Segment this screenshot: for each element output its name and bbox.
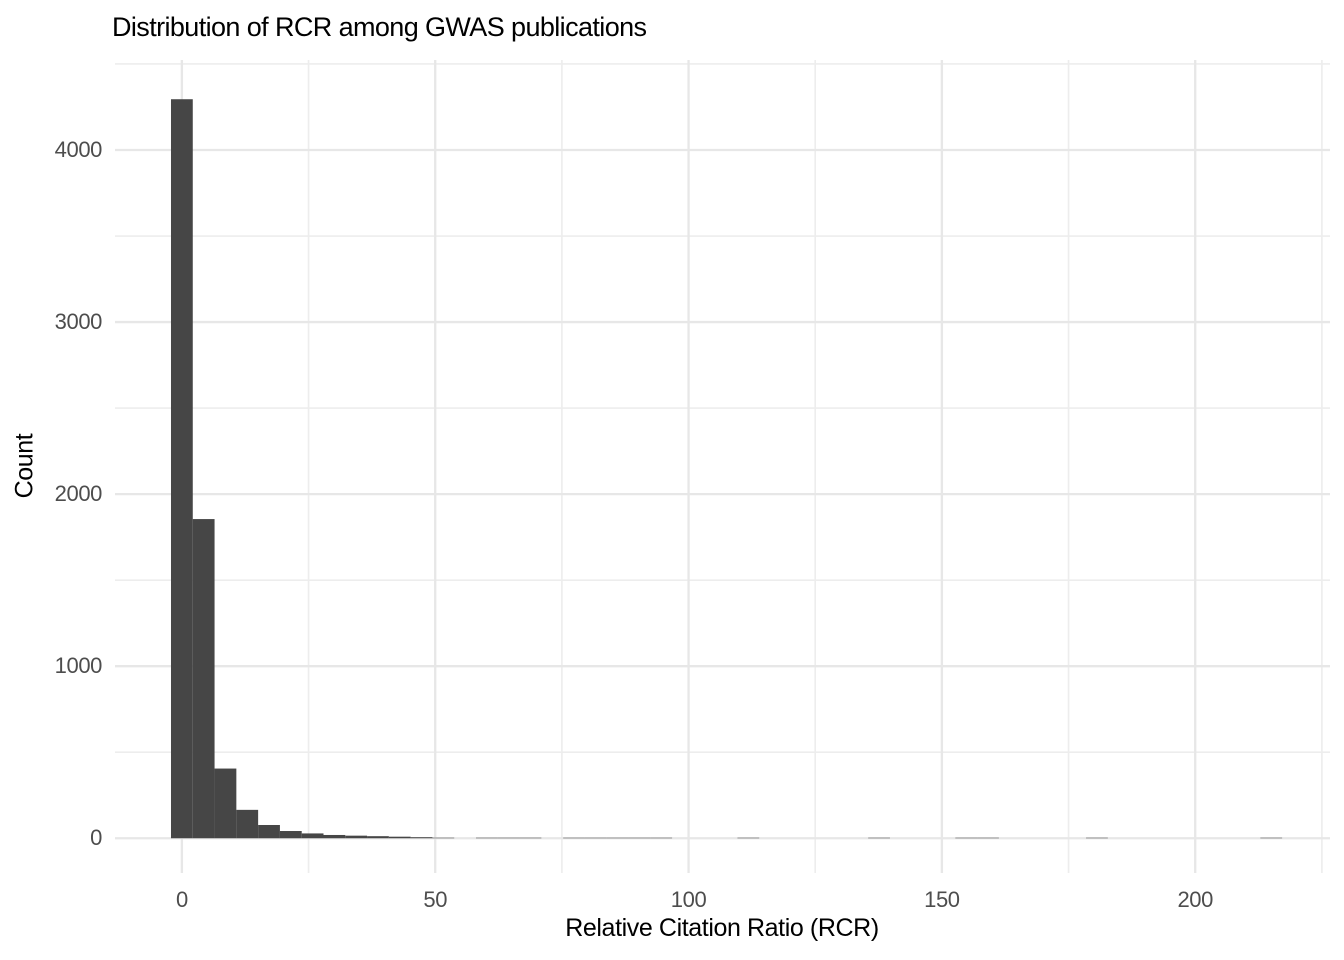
histogram-bar: [432, 837, 455, 839]
histogram-bar: [977, 837, 999, 839]
histogram-bar: [323, 834, 346, 839]
histogram-bar: [584, 837, 607, 839]
histogram-bar: [737, 837, 760, 839]
histogram-bar: [345, 835, 368, 839]
histogram-bar: [650, 837, 673, 839]
histogram-bar: [497, 837, 520, 839]
histogram-bar: [1086, 837, 1108, 839]
x-tick-label: 0: [175, 887, 188, 912]
x-tick-label: 200: [1177, 887, 1213, 912]
histogram-bar: [214, 768, 237, 839]
y-tick-label: 2000: [54, 481, 103, 507]
histogram-bar: [519, 837, 542, 839]
histogram-bar: [476, 837, 498, 839]
x-tick-label: 50: [423, 887, 448, 912]
y-tick-label: 3000: [54, 309, 103, 335]
y-tick-label: 1000: [54, 653, 103, 679]
y-tick-label: 0: [90, 825, 102, 851]
histogram-bar: [606, 837, 629, 839]
histogram-bar: [192, 519, 215, 839]
histogram-bar: [1260, 837, 1283, 839]
chart-title: Distribution of RCR among GWAS publicati…: [112, 12, 647, 42]
x-tick-label: 100: [670, 887, 707, 912]
histogram-bar: [955, 837, 978, 839]
histogram-bar: [170, 99, 193, 839]
x-tick-label: 150: [924, 887, 960, 912]
x-axis-title: Relative Citation Ratio (RCR): [565, 914, 879, 942]
y-tick-label: 4000: [54, 136, 103, 162]
histogram-bar: [628, 837, 651, 839]
histogram-bar: [388, 836, 411, 839]
histogram-bar: [236, 809, 259, 839]
histogram-bar: [258, 824, 280, 839]
histogram-bar: [367, 836, 389, 839]
histogram-bar: [563, 837, 585, 839]
histogram-bar: [279, 831, 302, 839]
histogram-bar: [868, 837, 890, 839]
histogram-bar: [301, 833, 324, 839]
histogram-bar: [410, 837, 433, 839]
